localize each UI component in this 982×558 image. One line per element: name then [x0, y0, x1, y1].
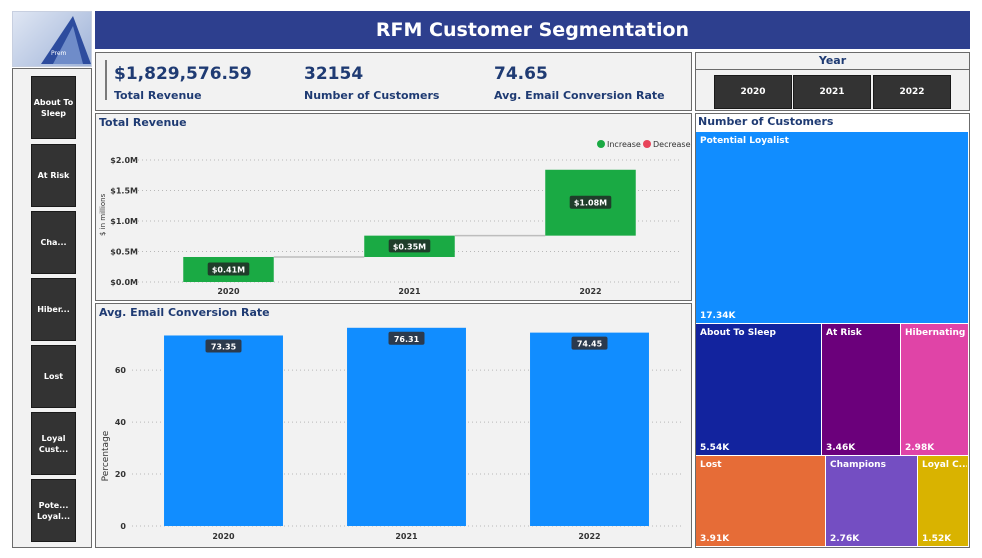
conversion-data-label-bg [205, 339, 242, 353]
email-conversion-value: 74.65 [494, 64, 548, 84]
number-of-customers-value: 32154 [304, 64, 364, 84]
total-revenue-panel: Total Revenue Increase Decrease $ in mil… [95, 113, 692, 301]
treemap-tile-value: 17.34K [700, 311, 736, 321]
treemap-tile[interactable]: About To Sleep 5.54K [696, 324, 821, 455]
treemap-tile-name: At Risk [826, 328, 862, 338]
treemap-tile-name: Hibernating [905, 328, 966, 338]
year-button-2020[interactable]: 2020 [714, 75, 792, 109]
total-revenue-waterfall-chart: Increase Decrease $ in millions $0.0M $0.… [99, 140, 691, 296]
conversion-bar[interactable] [347, 327, 466, 526]
legend-decrease-marker [643, 140, 651, 148]
conversion-bar[interactable] [164, 335, 283, 526]
customers-treemap-panel: Number of Customers Potential Loyalist 17… [695, 113, 970, 548]
treemap-tile-name: Loyal C... [922, 460, 967, 470]
nav-button-hibernating[interactable]: Hiber... [31, 278, 76, 341]
logo-text: Prem [51, 50, 67, 57]
year-button-2021[interactable]: 2021 [793, 75, 871, 109]
revenue-y-axis-title: $ in millions [99, 193, 107, 236]
treemap-title: Number of Customers [698, 115, 834, 128]
total-revenue-label: Total Revenue [114, 89, 202, 102]
conversion-data-label: 76.31 [394, 335, 420, 344]
revenue-y-tick-label: $1.5M [110, 187, 138, 196]
treemap-tile[interactable]: Potential Loyalist 17.34K [696, 132, 968, 323]
revenue-y-tick-label: $0.0M [110, 278, 138, 287]
conversion-x-tick-label: 2021 [395, 532, 418, 541]
treemap-tile-value: 3.46K [826, 443, 856, 453]
revenue-data-label: $0.35M [393, 242, 426, 251]
conversion-y-tick-label: 20 [115, 470, 127, 479]
treemap-tile[interactable]: Lost 3.91K [696, 456, 825, 546]
segment-nav: About To Sleep At Risk Cha... Hiber... L… [12, 68, 92, 548]
revenue-data-label-bg [207, 262, 250, 276]
kpi-card-row: $1,829,576.59 Total Revenue 32154 Number… [95, 52, 692, 111]
conversion-y-tick-label: 0 [120, 522, 126, 531]
legend-increase-label: Increase [607, 140, 641, 149]
treemap-tile-value: 3.91K [700, 534, 730, 544]
conversion-x-tick-label: 2020 [212, 532, 235, 541]
treemap-tile-value: 2.98K [905, 443, 935, 453]
nav-button-potential-loyalist[interactable]: Pote... Loyal... [31, 479, 76, 542]
revenue-x-tick-label: 2022 [579, 287, 601, 296]
conversion-data-label: 73.35 [211, 342, 237, 351]
treemap-tile-name: Lost [700, 460, 722, 470]
conversion-y-axis-title: Percentage [101, 430, 111, 481]
year-slicer-title: Year [696, 53, 969, 70]
conversion-rate-chart-title: Avg. Email Conversion Rate [99, 306, 270, 319]
conversion-data-label: 74.45 [577, 340, 603, 349]
treemap-tile-name: Potential Loyalist [700, 136, 789, 146]
legend-increase-marker [597, 140, 605, 148]
nav-button-at-risk[interactable]: At Risk [31, 144, 76, 207]
email-conversion-label: Avg. Email Conversion Rate [494, 89, 665, 102]
revenue-x-tick-label: 2020 [217, 287, 240, 296]
revenue-data-label-bg [569, 195, 612, 209]
total-revenue-value: $1,829,576.59 [114, 64, 252, 84]
revenue-y-tick-label: $0.5M [110, 248, 138, 257]
treemap-tile[interactable]: Champions 2.76K [826, 456, 917, 546]
kpi-accent-bar [105, 60, 107, 100]
conversion-rate-panel: Avg. Email Conversion Rate Percentage 0 2… [95, 303, 692, 548]
company-logo: Prem [12, 11, 92, 67]
year-slicer: Year 2020 2021 2022 [695, 52, 970, 111]
conversion-rate-bar-chart: Percentage 0 20 40 60 73.35 2020 76.31 2021 74.4… [101, 327, 681, 541]
treemap-area: Potential Loyalist 17.34K About To Sleep 5.… [696, 132, 969, 547]
triangle-logo-icon [41, 16, 91, 64]
treemap-tile[interactable]: Loyal C... 1.52K [918, 456, 968, 546]
revenue-data-label: $0.41M [212, 265, 245, 274]
legend-decrease-label: Decrease [653, 140, 691, 149]
conversion-x-tick-label: 2022 [578, 532, 600, 541]
revenue-y-tick-label: $2.0M [110, 156, 138, 165]
revenue-y-tick-label: $1.0M [110, 217, 138, 226]
conversion-y-tick-label: 60 [115, 366, 127, 375]
page-title: RFM Customer Segmentation [95, 11, 970, 49]
nav-button-lost[interactable]: Lost [31, 345, 76, 408]
nav-button-champions[interactable]: Cha... [31, 211, 76, 274]
revenue-data-label-bg [388, 239, 431, 253]
conversion-bar[interactable] [530, 332, 649, 526]
revenue-x-tick-label: 2021 [398, 287, 421, 296]
revenue-data-label: $1.08M [574, 199, 607, 208]
conversion-y-tick-label: 40 [115, 418, 127, 427]
treemap-tile-name: About To Sleep [700, 328, 776, 338]
treemap-tile-value: 1.52K [922, 534, 952, 544]
treemap-tile-value: 2.76K [830, 534, 860, 544]
conversion-data-label-bg [571, 336, 608, 350]
number-of-customers-label: Number of Customers [304, 89, 440, 102]
conversion-data-label-bg [388, 331, 425, 345]
total-revenue-chart-title: Total Revenue [99, 116, 187, 129]
nav-button-loyal-customers[interactable]: Loyal Cust... [31, 412, 76, 475]
year-button-2022[interactable]: 2022 [873, 75, 951, 109]
treemap-tile-name: Champions [830, 460, 886, 470]
nav-button-about-to-sleep[interactable]: About To Sleep [31, 76, 76, 139]
treemap-tile[interactable]: Hibernating 2.98K [901, 324, 968, 455]
treemap-tile-value: 5.54K [700, 443, 730, 453]
treemap-tile[interactable]: At Risk 3.46K [822, 324, 900, 455]
